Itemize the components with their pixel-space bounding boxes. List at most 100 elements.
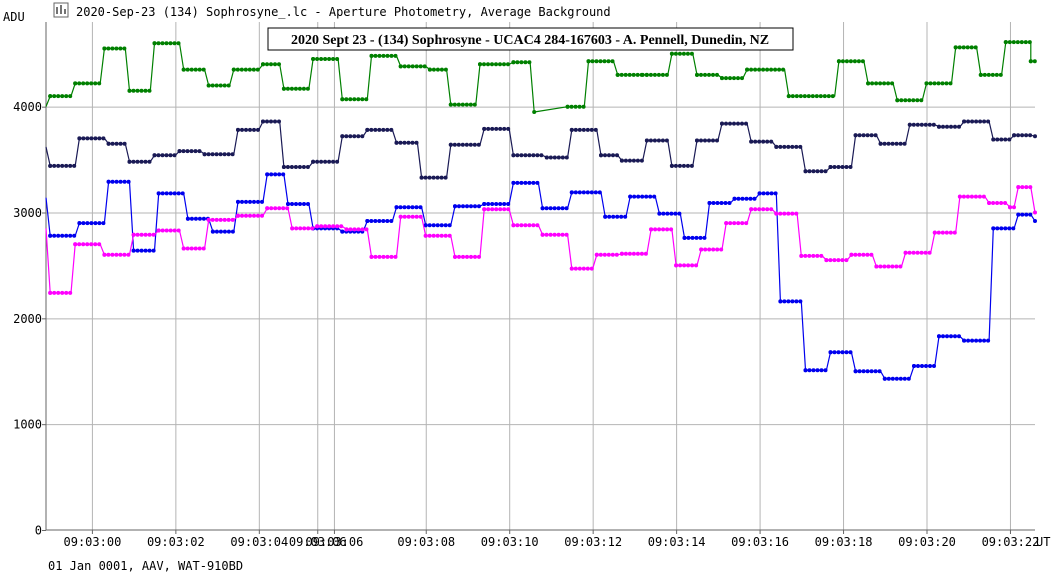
lightcurve-chart-icon[interactable] <box>53 2 69 18</box>
data-point <box>995 137 1000 142</box>
data-point <box>52 163 57 168</box>
data-point <box>531 223 536 228</box>
data-point <box>607 214 612 219</box>
data-point <box>177 149 182 154</box>
data-point <box>548 155 553 160</box>
data-point <box>218 152 223 157</box>
data-point <box>176 191 181 196</box>
data-point <box>285 206 290 211</box>
data-point <box>594 252 599 257</box>
data-point <box>269 62 273 67</box>
data-point <box>877 369 882 374</box>
data-point <box>127 88 132 93</box>
data-point <box>331 224 336 229</box>
data-point <box>427 223 432 228</box>
data-point <box>540 232 545 237</box>
data-point <box>168 41 173 46</box>
data-point <box>461 254 465 259</box>
data-point <box>381 53 386 58</box>
data-point <box>457 254 461 259</box>
data-point <box>1011 40 1016 45</box>
data-point <box>948 230 953 235</box>
data-point <box>406 140 411 145</box>
data-point <box>728 121 732 126</box>
data-point <box>773 191 778 196</box>
data-point <box>803 368 808 373</box>
data-point <box>765 207 770 212</box>
data-point <box>197 149 202 154</box>
data-point <box>1024 185 1029 190</box>
data-point <box>418 214 423 219</box>
data-point <box>427 67 432 72</box>
data-point <box>636 194 641 199</box>
data-point <box>727 201 732 205</box>
data-point <box>469 254 473 259</box>
data-point <box>261 62 265 67</box>
data-point <box>678 263 683 268</box>
data-point <box>398 140 403 145</box>
data-point <box>711 201 716 205</box>
data-point <box>502 207 507 212</box>
data-point <box>944 230 949 235</box>
data-point <box>991 137 996 142</box>
data-point <box>931 122 936 127</box>
data-point <box>443 175 448 180</box>
data-point <box>406 64 411 69</box>
data-point <box>189 246 194 251</box>
data-point <box>936 81 941 86</box>
data-point <box>414 140 419 145</box>
data-point <box>873 369 878 374</box>
data-point <box>757 67 762 72</box>
data-point <box>490 207 495 212</box>
data-point <box>118 179 123 184</box>
data-point <box>81 136 86 141</box>
data-point <box>447 223 452 228</box>
data-point <box>106 179 111 184</box>
data-point <box>928 81 933 86</box>
data-point <box>652 138 657 143</box>
data-point <box>465 254 469 259</box>
data-point <box>457 204 461 209</box>
data-point <box>748 196 753 201</box>
data-point <box>923 250 928 255</box>
data-point <box>932 364 936 368</box>
data-point <box>486 207 491 212</box>
data-point <box>490 202 495 206</box>
data-point <box>711 72 715 77</box>
data-point <box>468 142 473 147</box>
data-point <box>769 207 774 212</box>
data-point <box>377 254 382 259</box>
data-point <box>277 119 281 124</box>
footer-text: 01 Jan 0001, AAV, WAT-910BD <box>48 559 243 573</box>
data-point <box>456 102 461 107</box>
data-point <box>265 172 270 177</box>
data-point <box>970 338 975 343</box>
data-point <box>740 196 745 201</box>
data-point <box>1003 137 1008 142</box>
data-point <box>306 226 311 231</box>
data-point <box>807 169 812 174</box>
data-point <box>97 136 102 141</box>
data-point <box>686 263 691 268</box>
data-point <box>819 253 824 258</box>
data-point <box>836 165 841 169</box>
data-point <box>807 368 812 373</box>
data-point <box>364 97 369 102</box>
data-point <box>765 139 770 144</box>
data-point <box>352 97 357 102</box>
data-point <box>286 202 290 206</box>
data-point <box>593 127 598 132</box>
data-point <box>147 232 152 237</box>
data-point <box>185 216 190 221</box>
data-point <box>769 139 774 144</box>
data-point <box>206 217 211 222</box>
data-point <box>81 221 86 226</box>
data-point <box>360 97 365 102</box>
data-point <box>607 153 611 158</box>
x-tick-label: 09:03:06 <box>289 535 347 549</box>
data-point <box>898 376 903 381</box>
data-point <box>994 72 999 77</box>
data-point <box>244 213 248 218</box>
data-point <box>185 246 190 251</box>
data-point <box>853 369 858 374</box>
